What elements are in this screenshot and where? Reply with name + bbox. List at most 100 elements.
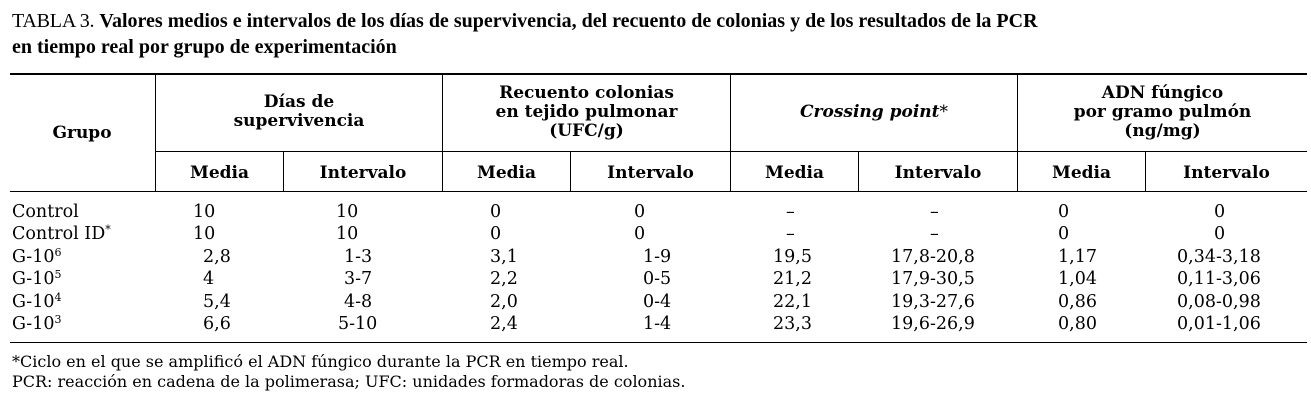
column-divider <box>858 152 859 191</box>
row-dias-media: 4 <box>203 269 215 289</box>
row-group: Control <box>12 202 79 222</box>
row-adn-intervalo: 0,01-1,06 <box>1177 314 1261 334</box>
row-recuento-media: 2,0 <box>490 292 518 312</box>
caption-line-1: TABLA 3. Valores medios e intervalos de … <box>12 8 1302 34</box>
header-grupo: Grupo <box>52 123 112 143</box>
header-rule <box>10 191 1307 192</box>
row-adn-media: 0,86 <box>1058 292 1097 312</box>
header-adn: ADN fúngico por gramo pulmón (ng/mg) <box>1018 84 1307 141</box>
row-adn-media: 1,04 <box>1058 269 1097 289</box>
subheader-intervalo: Intervalo <box>894 163 982 183</box>
row-crossing-media: 23,3 <box>773 314 812 334</box>
row-adn-intervalo: 0 <box>1214 224 1226 244</box>
column-divider <box>283 152 284 191</box>
subheader-intervalo: Intervalo <box>607 163 694 183</box>
row-adn-media: 0 <box>1058 202 1070 222</box>
row-dias-media: 5,4 <box>203 292 231 312</box>
row-dias-intervalo: 10 <box>336 224 359 244</box>
header-recuento-line-1: Recuento colonias <box>499 83 674 103</box>
header-crossing-point: Crossing point* <box>731 103 1017 122</box>
row-adn-media: 0,80 <box>1058 314 1097 334</box>
column-divider <box>155 74 156 191</box>
table-row: G-105 4 3-7 2,2 0-5 21,2 17,9-30,5 1,04 … <box>0 268 1311 290</box>
row-adn-intervalo: 0 <box>1214 202 1226 222</box>
table-row: G-103 6,6 5-10 2,4 1-4 23,3 19,6-26,9 0,… <box>0 313 1311 335</box>
row-recuento-intervalo: 0 <box>634 202 646 222</box>
column-divider <box>1145 152 1146 191</box>
column-divider <box>570 152 571 191</box>
row-dias-media: 2,8 <box>203 247 231 267</box>
row-recuento-intervalo: 1-9 <box>643 247 672 267</box>
row-dias-intervalo: 3-7 <box>344 269 373 289</box>
row-crossing-intervalo: – <box>930 224 939 244</box>
footnote-asterisk: *Ciclo en el que se amplificó el ADN fún… <box>12 352 629 371</box>
row-adn-intervalo: 0,08-0,98 <box>1177 292 1261 312</box>
row-recuento-media: 0 <box>490 202 502 222</box>
row-adn-media: 0 <box>1058 224 1070 244</box>
row-recuento-intervalo: 0-4 <box>643 292 672 312</box>
header-recuento-line-3: (UFC/g) <box>549 121 624 141</box>
row-group: G-103 <box>12 313 62 334</box>
table-title-line-2: en tiempo real por grupo de experimentac… <box>12 36 397 58</box>
header-crossing-label: Crossing point <box>800 102 940 122</box>
row-crossing-media: – <box>786 224 795 244</box>
row-crossing-media: 21,2 <box>773 269 812 289</box>
row-recuento-intervalo: 0 <box>634 224 646 244</box>
row-dias-intervalo: 1-3 <box>344 247 373 267</box>
row-recuento-intervalo: 1-4 <box>643 314 672 334</box>
header-recuento: Recuento colonias en tejido pulmonar (UF… <box>443 84 730 141</box>
table-label: TABLA 3. <box>12 10 95 32</box>
row-group: G-105 <box>12 268 62 289</box>
row-dias-media: 10 <box>193 202 216 222</box>
table-title-line-1: Valores medios e intervalos de los días … <box>99 10 1038 32</box>
row-crossing-media: 19,5 <box>773 247 812 267</box>
header-adn-line-2: por gramo pulmón <box>1073 102 1252 122</box>
footnote-abbreviations: PCR: reacción en cadena de la polimerasa… <box>12 372 686 391</box>
top-rule <box>10 73 1307 75</box>
row-crossing-media: – <box>786 202 795 222</box>
row-dias-intervalo: 5-10 <box>338 314 378 334</box>
subheader-rule <box>155 151 1307 152</box>
row-crossing-media: 22,1 <box>773 292 812 312</box>
bottom-rule <box>10 342 1307 343</box>
row-crossing-intervalo: 19,6-26,9 <box>891 314 975 334</box>
column-divider <box>730 74 731 191</box>
row-recuento-media: 2,4 <box>490 314 518 334</box>
table-caption: TABLA 3. Valores medios e intervalos de … <box>12 8 1302 60</box>
row-adn-intervalo: 0,34-3,18 <box>1177 247 1261 267</box>
row-adn-media: 1,17 <box>1058 247 1097 267</box>
row-recuento-intervalo: 0-5 <box>643 269 672 289</box>
table-row: Control 10 10 0 0 – – 0 0 <box>0 201 1311 223</box>
row-dias-media: 10 <box>193 224 216 244</box>
row-crossing-intervalo: 17,9-30,5 <box>891 269 975 289</box>
row-adn-intervalo: 0,11-3,06 <box>1177 269 1261 289</box>
header-adn-line-1: ADN fúngico <box>1101 83 1224 103</box>
column-divider <box>442 74 443 191</box>
subheader-media: Media <box>1052 163 1111 183</box>
header-dias-line-2: supervivencia <box>233 111 365 131</box>
row-crossing-intervalo: – <box>930 202 939 222</box>
subheader-intervalo: Intervalo <box>319 163 407 183</box>
row-group: Control ID* <box>12 223 111 244</box>
table-row: G-104 5,4 4-8 2,0 0-4 22,1 19,3-27,6 0,8… <box>0 291 1311 313</box>
row-dias-media: 6,6 <box>203 314 231 334</box>
header-recuento-line-2: en tejido pulmonar <box>495 102 678 122</box>
row-recuento-media: 0 <box>490 224 502 244</box>
row-dias-intervalo: 4-8 <box>344 292 373 312</box>
subheader-media: Media <box>190 163 249 183</box>
table-row: G-106 2,8 1-3 3,1 1-9 19,5 17,8-20,8 1,1… <box>0 246 1311 268</box>
row-recuento-media: 2,2 <box>490 269 518 289</box>
column-divider <box>1017 74 1018 191</box>
subheader-media: Media <box>765 163 824 183</box>
header-adn-line-3: (ng/mg) <box>1124 121 1201 141</box>
header-crossing-asterisk: * <box>939 102 949 122</box>
subheader-intervalo: Intervalo <box>1183 163 1270 183</box>
row-group: G-106 <box>12 246 62 267</box>
header-dias: Días de supervivencia <box>156 93 442 131</box>
row-recuento-media: 3,1 <box>490 247 518 267</box>
subheader-media: Media <box>477 163 536 183</box>
row-dias-intervalo: 10 <box>336 202 359 222</box>
header-dias-line-1: Días de <box>263 92 335 112</box>
row-crossing-intervalo: 17,8-20,8 <box>891 247 975 267</box>
row-group: G-104 <box>12 291 62 312</box>
